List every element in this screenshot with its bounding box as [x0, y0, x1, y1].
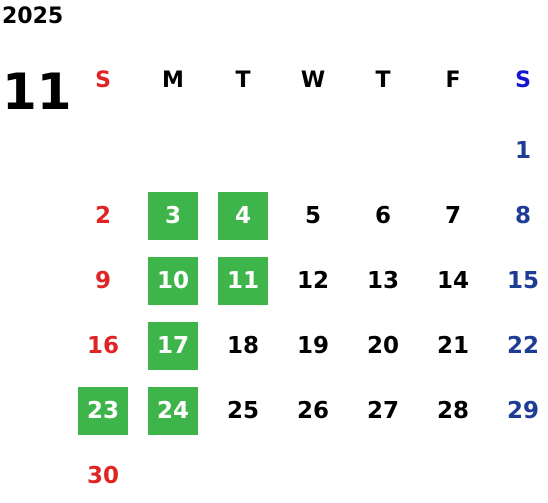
day: 25: [226, 398, 259, 424]
highlighted-day: 4: [218, 192, 268, 240]
month: 11: [2, 63, 72, 121]
day: 14: [436, 268, 469, 294]
day: 6: [374, 203, 391, 229]
day: 7: [444, 203, 461, 229]
year: 2025: [2, 4, 64, 29]
highlighted-day: 24: [148, 387, 198, 435]
day: 20: [366, 333, 399, 359]
weekday-header: S: [515, 68, 531, 93]
day: 8: [514, 203, 531, 229]
highlighted-day: 17: [148, 322, 198, 370]
day: 2: [94, 203, 111, 229]
day: 19: [296, 333, 329, 359]
day: 12: [296, 268, 329, 294]
day: 27: [366, 398, 399, 424]
day: 1: [514, 138, 531, 164]
day: 21: [436, 333, 469, 359]
day: 26: [296, 398, 329, 424]
day: 18: [226, 333, 259, 359]
day: 30: [86, 463, 119, 489]
day: 9: [94, 268, 111, 294]
day: 5: [304, 203, 321, 229]
highlighted-day: 11: [218, 257, 268, 305]
day: 22: [506, 333, 539, 359]
weekday-header: T: [235, 68, 251, 93]
day: 29: [506, 398, 539, 424]
day: 13: [366, 268, 399, 294]
weekday-header: S: [95, 68, 111, 93]
day: 16: [86, 333, 119, 359]
weekday-header: W: [300, 68, 326, 93]
weekday-header: M: [162, 68, 184, 93]
day: 28: [436, 398, 469, 424]
highlighted-day: 10: [148, 257, 198, 305]
weekday-header: T: [375, 68, 391, 93]
highlighted-day: 23: [78, 387, 128, 435]
highlighted-day: 3: [148, 192, 198, 240]
day: 15: [506, 268, 539, 294]
weekday-header: F: [445, 68, 461, 93]
